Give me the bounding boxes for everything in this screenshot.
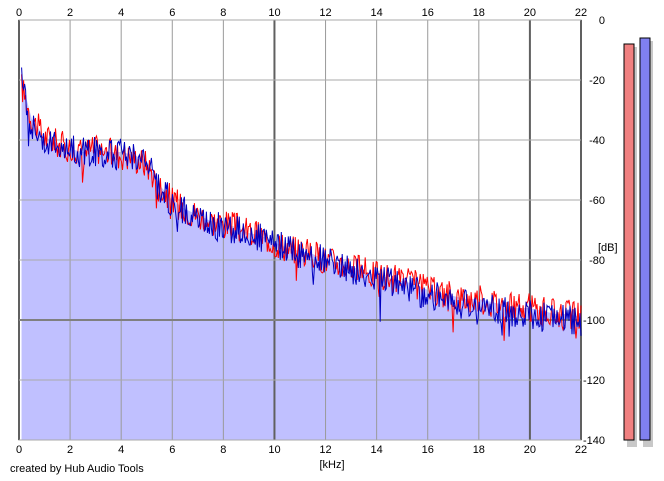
y-tick-label: -140	[583, 435, 605, 447]
y-tick-label: -60	[589, 195, 605, 207]
x-tick-label-bottom: 0	[16, 444, 22, 456]
x-tick-label-bottom: 18	[473, 444, 485, 456]
y-tick-label: -20	[589, 75, 605, 87]
x-axis-label: [kHz]	[319, 459, 344, 471]
x-tick-label-bottom: 8	[220, 444, 226, 456]
y-tick-label: -120	[583, 375, 605, 387]
x-tick-label-top: 14	[371, 7, 383, 19]
x-tick-label-bottom: 16	[422, 444, 434, 456]
x-tick-label-top: 16	[422, 7, 434, 19]
series-layer	[21, 67, 582, 341]
x-tick-label-top: 8	[220, 7, 226, 19]
x-tick-label-top: 0	[16, 7, 22, 19]
y-tick-label: -100	[583, 315, 605, 327]
y-tick-label: 0	[599, 15, 605, 27]
x-tick-label-bottom: 20	[524, 444, 536, 456]
y-tick-label: -40	[589, 135, 605, 147]
x-tick-label-bottom: 10	[268, 444, 280, 456]
x-tick-label-top: 2	[67, 7, 73, 19]
x-tick-label-bottom: 14	[371, 444, 383, 456]
x-tick-label-bottom: 22	[575, 444, 587, 456]
x-tick-label-top: 18	[473, 7, 485, 19]
x-tick-label-top: 4	[118, 7, 124, 19]
y-axis-label: [dB]	[598, 242, 618, 254]
x-tick-label-bottom: 2	[67, 444, 73, 456]
x-tick-label-top: 12	[319, 7, 331, 19]
level-meter-bar-1	[623, 43, 635, 441]
x-tick-label-top: 10	[268, 7, 280, 19]
spectrum-series-line-2	[21, 67, 582, 337]
level-meter-bar-2	[639, 37, 651, 441]
x-tick-label-top: 20	[524, 7, 536, 19]
x-tick-label-bottom: 4	[118, 444, 124, 456]
x-tick-label-bottom: 12	[319, 444, 331, 456]
level-meters	[623, 37, 653, 447]
y-tick-labels: 0 -20 -40 -60 -80 -100 -120 -140	[583, 15, 605, 447]
credit-text: created by Hub Audio Tools	[10, 463, 144, 475]
x-tick-label-top: 6	[169, 7, 175, 19]
x-tick-label-top: 22	[575, 7, 587, 19]
x-tick-label-bottom: 6	[169, 444, 175, 456]
y-tick-label: -80	[589, 255, 605, 267]
